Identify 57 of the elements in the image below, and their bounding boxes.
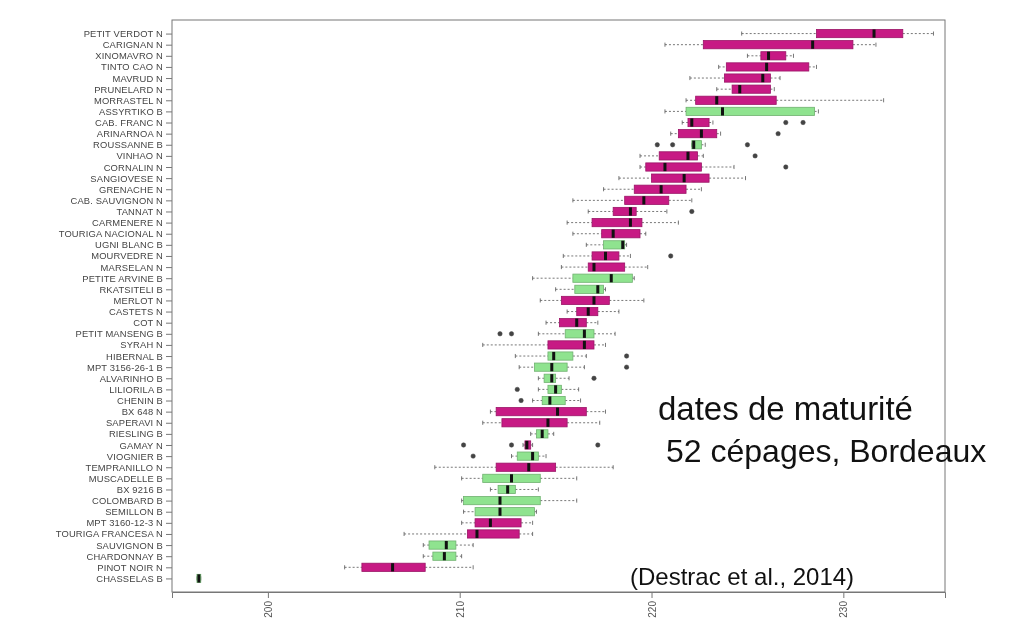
y-tick-label: TOURIGA FRANCESA N [55,528,163,540]
y-tick-label: BX 9216 B [116,483,163,495]
y-tick-label: PETIT VERDOT N [83,28,163,40]
y-tick-label: CHARDONNAY B [86,550,163,562]
y-tick-label: CAB. FRANC N [95,117,163,129]
y-tick-label: MORRASTEL N [93,94,163,106]
y-tick-label: CORNALIN N [103,161,163,173]
x-tick-label: 230 [838,600,850,618]
y-tick-label: SANGIOVESE N [90,172,163,184]
annotation: (Destrac et al., 2014) [630,563,855,590]
y-tick-label: GRENACHE N [98,183,163,195]
y-tick-label: MPT 3160-12-3 N [86,517,163,529]
y-tick-label: MPT 3156-26-1 B [86,361,163,373]
y-tick-label: COLOMBARD B [92,495,163,507]
y-tick-label: GAMAY N [119,439,163,451]
y-tick-label: CARMENERE N [92,217,163,229]
y-tick-label: TOURIGA NACIONAL N [58,228,163,240]
y-tick-label: XINOMAVRO N [95,50,163,62]
y-tick-label: CASTETS N [109,306,163,318]
y-tick-label: TINTO CAO N [101,61,163,73]
y-tick-label: VINHAO N [116,150,163,162]
y-tick-label: PRUNELARD N [94,83,163,95]
x-tick-label: 200 [262,600,274,618]
y-tick-label: PETIT MANSENG B [75,328,163,340]
y-tick-label: PETITE ARVINE B [82,272,163,284]
y-tick-label: RKATSITELI B [99,283,163,295]
y-tick-label: MUSCADELLE B [88,472,163,484]
y-tick-label: HIBERNAL B [106,350,163,362]
x-tick-label: 210 [454,600,466,618]
x-tick-label: 220 [646,600,658,618]
y-tick-label: LILIORILA B [109,383,163,395]
y-tick-label: SYRAH N [120,339,163,351]
y-tick-label: UGNI BLANC B [95,239,163,251]
y-tick-label: TANNAT N [116,205,163,217]
y-tick-label: BX 648 N [121,406,163,418]
y-tick-label: SAUVIGNON B [96,539,163,551]
y-tick-label: MARSELAN N [100,261,163,273]
y-tick-label: CARIGNAN N [102,39,163,51]
y-tick-label: CHASSELAS B [96,572,163,584]
y-tick-label: TEMPRANILLO N [85,461,163,473]
y-tick-label: MAVRUD N [112,72,163,84]
annotation: dates de maturité [658,390,913,427]
y-tick-label: PINOT NOIR N [97,561,163,573]
y-tick-label: MOURVEDRE N [91,250,163,262]
y-tick-label: CHENIN B [117,395,163,407]
y-tick-label: VIOGNIER B [106,450,163,462]
y-tick-label: RIESLING B [108,428,163,440]
y-tick-label: ALVARINHO B [99,372,163,384]
y-tick-label: CAB. SAUVIGNON N [70,194,163,206]
y-tick-label: ASSYRTIKO B [99,105,163,117]
y-tick-label: ARINARNOA N [96,128,163,140]
y-tick-label: COT N [133,317,163,329]
y-tick-label: ROUSSANNE B [93,139,163,151]
annotation: 52 cépages, Bordeaux [666,433,987,469]
y-tick-label: MERLOT N [113,294,163,306]
y-tick-label: SAPERAVI N [105,417,163,429]
y-tick-label: SEMILLON B [105,506,163,518]
